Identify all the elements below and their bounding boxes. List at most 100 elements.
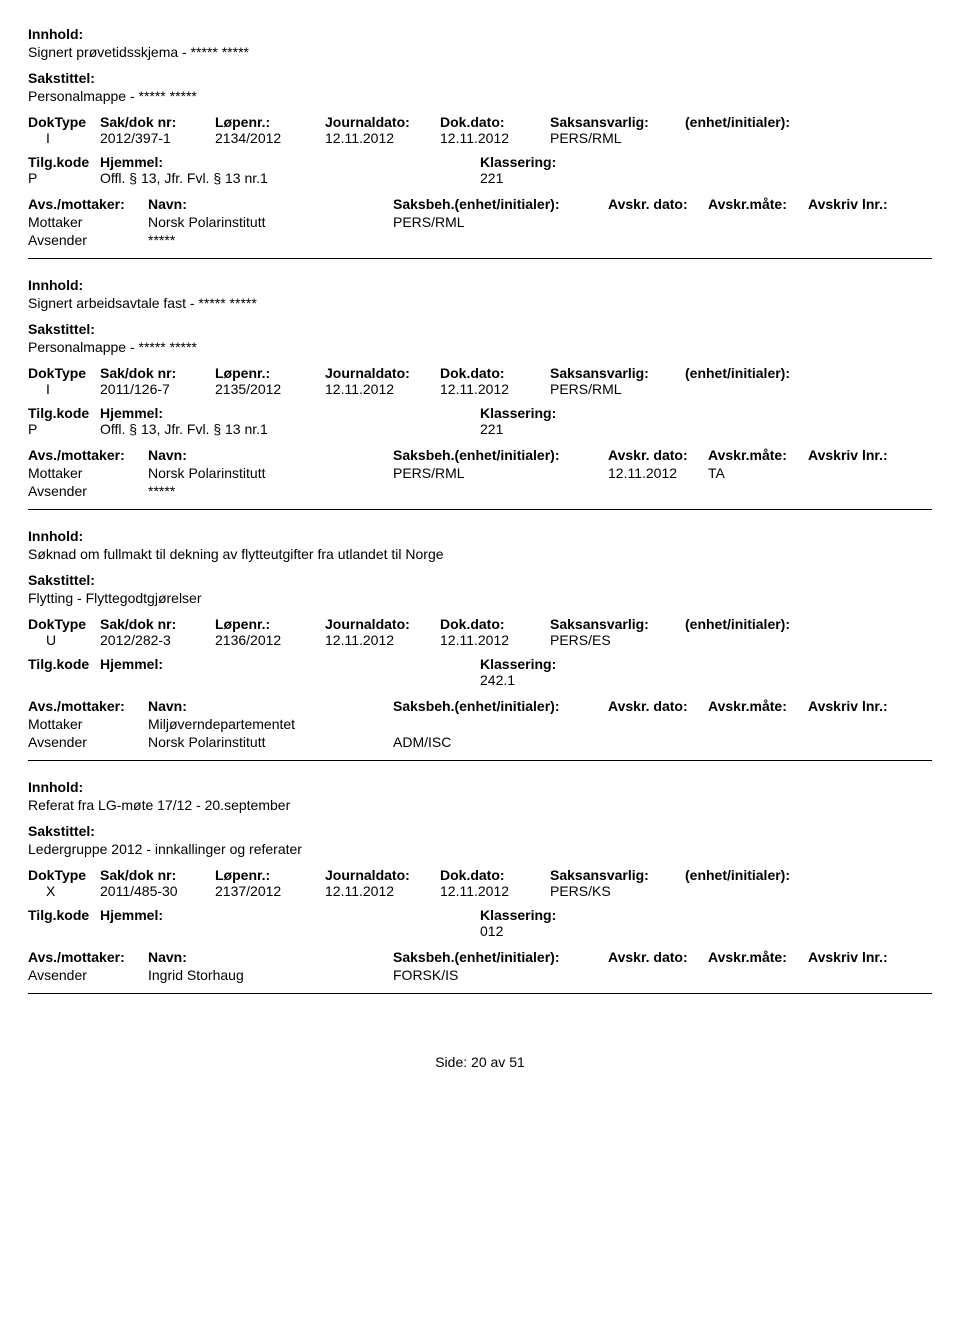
party-headers: Avs./mottaker: Navn: Saksbeh.(enhet/init… xyxy=(28,698,932,714)
dokdato-header: Dok.dato: xyxy=(440,867,550,883)
column-headers: DokType Sak/dok nr: Løpenr.: Journaldato… xyxy=(28,616,932,632)
column-headers: DokType Sak/dok nr: Løpenr.: Journaldato… xyxy=(28,867,932,883)
entry-divider xyxy=(28,993,932,994)
lopenr-header: Løpenr.: xyxy=(215,867,325,883)
avskrlnr-header: Avskriv lnr.: xyxy=(808,698,932,714)
sakdok-header: Sak/dok nr: xyxy=(100,616,215,632)
sakdok-value: 2011/126-7 xyxy=(100,381,215,397)
saksansvarlig-header: Saksansvarlig: xyxy=(550,114,685,130)
sakdok-header: Sak/dok nr: xyxy=(100,114,215,130)
page-total: 51 xyxy=(509,1054,525,1070)
avskrdato-header: Avskr. dato: xyxy=(608,698,708,714)
av-label: av xyxy=(491,1054,506,1070)
innhold-value: Søknad om fullmakt til dekning av flytte… xyxy=(28,546,932,562)
klassering-value: 012 xyxy=(480,923,932,939)
saksansvarlig-value: PERS/RML xyxy=(550,381,685,397)
journal-entry: Innhold: Søknad om fullmakt til dekning … xyxy=(28,528,932,761)
saksansvarlig-value: PERS/KS xyxy=(550,883,685,899)
avskrdato-header: Avskr. dato: xyxy=(608,447,708,463)
journaldato-value: 12.11.2012 xyxy=(325,883,440,899)
tilgkode-value xyxy=(28,672,100,688)
tilg-headers: Tilg.kode Hjemmel: Klassering: xyxy=(28,656,932,672)
sakstittel-label: Sakstittel: xyxy=(28,823,932,839)
party-row: Avsender Ingrid Storhaug FORSK/IS xyxy=(28,967,932,983)
party-role: Mottaker xyxy=(28,465,148,481)
sakstittel-label: Sakstittel: xyxy=(28,321,932,337)
innhold-label: Innhold: xyxy=(28,779,932,795)
avskrlnr-header: Avskriv lnr.: xyxy=(808,447,932,463)
hjemmel-value xyxy=(100,923,480,939)
column-values: I 2012/397-1 2134/2012 12.11.2012 12.11.… xyxy=(28,130,932,146)
journaldato-value: 12.11.2012 xyxy=(325,130,440,146)
avskrmate-header: Avskr.måte: xyxy=(708,949,808,965)
saksansvarlig-header: Saksansvarlig: xyxy=(550,365,685,381)
lopenr-header: Løpenr.: xyxy=(215,365,325,381)
innhold-value: Referat fra LG-møte 17/12 - 20.september xyxy=(28,797,932,813)
avskrdato-header: Avskr. dato: xyxy=(608,196,708,212)
tilg-values: P Offl. § 13, Jfr. Fvl. § 13 nr.1 221 xyxy=(28,421,932,437)
sakstittel-value: Flytting - Flyttegodtgjørelser xyxy=(28,590,932,606)
hjemmel-header: Hjemmel: xyxy=(100,154,480,170)
hjemmel-header: Hjemmel: xyxy=(100,656,480,672)
klassering-header: Klassering: xyxy=(480,405,932,421)
navn-header: Navn: xyxy=(148,698,393,714)
party-avskrdato xyxy=(608,214,708,230)
party-role: Mottaker xyxy=(28,214,148,230)
klassering-header: Klassering: xyxy=(480,154,932,170)
sakdok-value: 2012/397-1 xyxy=(100,130,215,146)
column-values: U 2012/282-3 2136/2012 12.11.2012 12.11.… xyxy=(28,632,932,648)
sakstittel-value: Ledergruppe 2012 - innkallinger og refer… xyxy=(28,841,932,857)
hjemmel-value: Offl. § 13, Jfr. Fvl. § 13 nr.1 xyxy=(100,421,480,437)
party-saksbeh: ADM/ISC xyxy=(393,734,608,750)
tilg-headers: Tilg.kode Hjemmel: Klassering: xyxy=(28,154,932,170)
avskrlnr-header: Avskriv lnr.: xyxy=(808,196,932,212)
avsmottaker-header: Avs./mottaker: xyxy=(28,949,148,965)
journaldato-value: 12.11.2012 xyxy=(325,632,440,648)
entry-divider xyxy=(28,509,932,510)
party-avskrdato xyxy=(608,967,708,983)
journal-entry: Innhold: Signert arbeidsavtale fast - **… xyxy=(28,277,932,510)
party-navn: ***** xyxy=(148,232,393,248)
dokdato-value: 12.11.2012 xyxy=(440,381,550,397)
party-navn: Miljøverndepartementet xyxy=(148,716,393,732)
saksbeh-header: Saksbeh.(enhet/initialer): xyxy=(393,447,608,463)
dokdato-header: Dok.dato: xyxy=(440,114,550,130)
journal-entry: Innhold: Referat fra LG-møte 17/12 - 20.… xyxy=(28,779,932,994)
party-saksbeh xyxy=(393,716,608,732)
avskrdato-header: Avskr. dato: xyxy=(608,949,708,965)
dokdato-value: 12.11.2012 xyxy=(440,883,550,899)
enhet-header: (enhet/initialer): xyxy=(685,867,932,883)
tilgkode-value: P xyxy=(28,421,100,437)
tilg-headers: Tilg.kode Hjemmel: Klassering: xyxy=(28,907,932,923)
party-navn: Norsk Polarinstitutt xyxy=(148,734,393,750)
doktype-header: DokType xyxy=(28,616,100,632)
party-avskrdato: 12.11.2012 xyxy=(608,465,708,481)
navn-header: Navn: xyxy=(148,949,393,965)
innhold-label: Innhold: xyxy=(28,528,932,544)
column-headers: DokType Sak/dok nr: Løpenr.: Journaldato… xyxy=(28,114,932,130)
tilg-values: 242.1 xyxy=(28,672,932,688)
journaldato-header: Journaldato: xyxy=(325,867,440,883)
klassering-header: Klassering: xyxy=(480,907,932,923)
avskrmate-header: Avskr.måte: xyxy=(708,447,808,463)
journaldato-header: Journaldato: xyxy=(325,365,440,381)
enhet-header: (enhet/initialer): xyxy=(685,616,932,632)
saksansvarlig-value: PERS/RML xyxy=(550,130,685,146)
tilgkode-value xyxy=(28,923,100,939)
sakdok-value: 2011/485-30 xyxy=(100,883,215,899)
lopenr-value: 2136/2012 xyxy=(215,632,325,648)
party-role: Avsender xyxy=(28,967,148,983)
saksansvarlig-header: Saksansvarlig: xyxy=(550,867,685,883)
dokdato-header: Dok.dato: xyxy=(440,365,550,381)
lopenr-value: 2137/2012 xyxy=(215,883,325,899)
innhold-value: Signert prøvetidsskjema - ***** ***** xyxy=(28,44,932,60)
avsmottaker-header: Avs./mottaker: xyxy=(28,698,148,714)
party-avskrmate: TA xyxy=(708,465,808,481)
klassering-header: Klassering: xyxy=(480,656,932,672)
party-avskrmate xyxy=(708,716,808,732)
entry-divider xyxy=(28,760,932,761)
tilg-values: 012 xyxy=(28,923,932,939)
party-saksbeh: PERS/RML xyxy=(393,214,608,230)
saksbeh-header: Saksbeh.(enhet/initialer): xyxy=(393,196,608,212)
avsmottaker-header: Avs./mottaker: xyxy=(28,196,148,212)
